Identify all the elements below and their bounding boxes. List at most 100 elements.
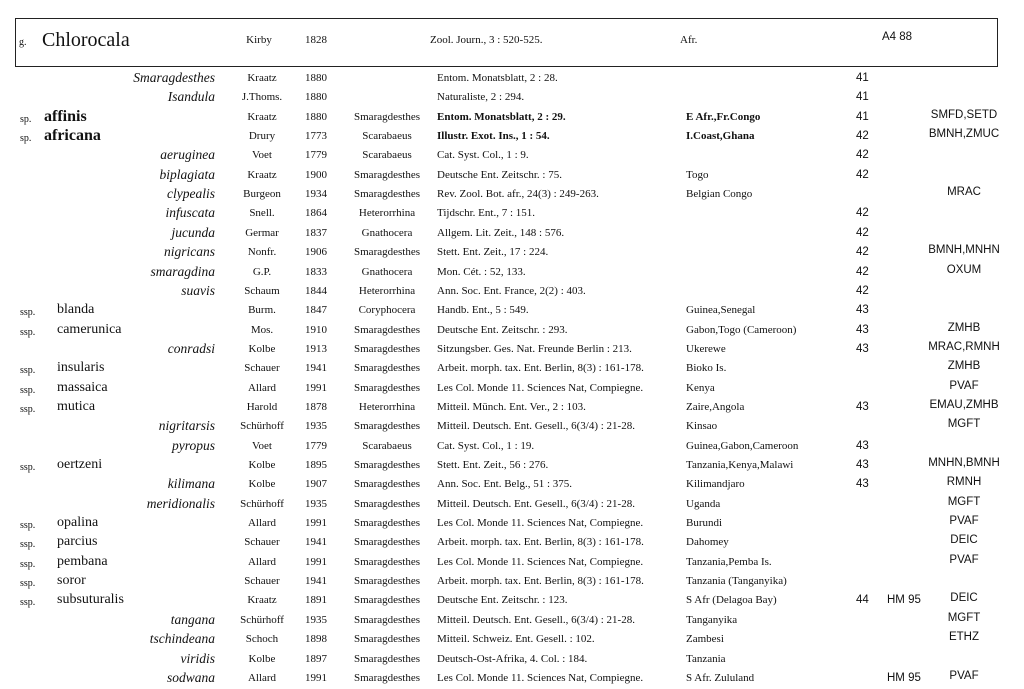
distribution: Belgian Congo: [686, 188, 753, 201]
distribution: Zaire,Angola: [686, 400, 745, 413]
rank: ssp.: [20, 365, 36, 377]
collections: MRAC,RMNH: [928, 340, 1000, 353]
year: 1991: [305, 517, 327, 530]
rank: ssp.: [20, 307, 36, 319]
original-genus: Smaragdesthes: [354, 575, 420, 588]
original-genus: Smaragdesthes: [354, 188, 420, 201]
collections: EMAU,ZMHB: [929, 398, 999, 411]
synonym-name: kilimana: [167, 476, 215, 492]
distribution: Tanzania (Tanganyika): [686, 575, 787, 588]
distribution: Kinsao: [686, 420, 718, 433]
distribution: Kilimandjaro: [686, 478, 745, 491]
collections: ETHZ: [948, 631, 980, 644]
subspecies-name: camerunica: [57, 321, 122, 337]
reference: Les Col. Monde 11. Sciences Nat, Compieg…: [437, 517, 644, 530]
reference: Arbeit. morph. tax. Ent. Berlin, 8(3) : …: [437, 575, 644, 588]
distribution: Tanganyika: [686, 613, 738, 626]
author: Kraatz: [247, 594, 277, 607]
original-genus: Smaragdesthes: [354, 362, 420, 375]
year: 1837: [305, 226, 327, 239]
year: 1897: [305, 652, 327, 665]
reference: Deutsche Ent. Zeitschr. : 75.: [437, 168, 562, 181]
reference: Les Col. Monde 11. Sciences Nat, Compieg…: [437, 555, 644, 568]
synonym-name: clypealis: [167, 186, 215, 202]
year: 1878: [305, 400, 327, 413]
reference: Les Col. Monde 11. Sciences Nat, Compieg…: [437, 381, 644, 394]
synonym-name: tschindeana: [149, 631, 215, 647]
original-genus: Smaragdesthes: [354, 342, 420, 355]
collections: DEIC: [950, 534, 978, 547]
subspecies-name: parcius: [57, 534, 98, 550]
author: Allard: [247, 555, 277, 568]
author: Kirby: [246, 34, 272, 46]
year: 1935: [305, 613, 327, 626]
reference: Mon. Cét. : 52, 133.: [437, 265, 526, 278]
original-genus: Smaragdesthes: [354, 323, 420, 336]
author: Burgeon: [243, 188, 281, 201]
original-genus: Smaragdesthes: [354, 536, 420, 549]
distribution: S Afr. Zululand: [686, 671, 755, 684]
original-genus: Smaragdesthes: [354, 652, 420, 665]
genus-name: Chlorocala: [42, 29, 130, 51]
collections: RMNH: [946, 476, 982, 489]
original-genus: Smaragdesthes: [354, 420, 420, 433]
distribution: Guinea,Gabon,Cameroon: [686, 439, 799, 452]
synonym-name: aeruginea: [160, 147, 215, 163]
reference: Arbeit. morph. tax. Ent. Berlin, 8(3) : …: [437, 362, 644, 375]
year: 1833: [305, 265, 327, 278]
rank: ssp.: [20, 520, 36, 532]
original-genus: Heterorrhina: [358, 284, 416, 297]
rank: sp.: [20, 133, 32, 145]
synonym-name: sodwana: [166, 669, 215, 685]
reference: Cat. Syst. Col., 1 : 9.: [437, 149, 529, 162]
collections: MGFT: [947, 611, 981, 624]
reference: Deutsche Ent. Zeitschr. : 293.: [437, 323, 568, 336]
author: Allard: [247, 671, 277, 684]
subspecies-name: blanda: [57, 302, 95, 318]
original-genus: Gnathocera: [361, 226, 413, 239]
original-genus: Smaragdesthes: [354, 594, 420, 607]
author: Allard: [247, 381, 277, 394]
page-number: 43: [856, 323, 869, 336]
author: Schaum: [244, 284, 280, 297]
collections: ZMHB: [947, 360, 981, 373]
original-genus: Smaragdesthes: [354, 613, 420, 626]
author: Drury: [248, 130, 276, 143]
collections: ZMHB: [947, 321, 981, 334]
reference: Entom. Monatsblatt, 2 : 29.: [437, 110, 566, 123]
reference: Mitteil. Münch. Ent. Ver., 2 : 103.: [437, 400, 586, 413]
year: 1913: [305, 342, 327, 355]
synonym-name: nigricans: [163, 244, 215, 260]
distribution: Afr.: [680, 34, 698, 46]
year: 1844: [305, 284, 327, 297]
collections: MGFT: [947, 495, 981, 508]
year: 1941: [305, 536, 327, 549]
synonym-name: nigritarsis: [158, 418, 215, 434]
author: Germar: [245, 226, 279, 239]
original-genus: Smaragdesthes: [354, 517, 420, 530]
collections: MGFT: [947, 418, 981, 431]
original-genus: Smaragdesthes: [354, 555, 420, 568]
author: Harold: [246, 400, 278, 413]
subspecies-name: subsuturalis: [57, 592, 124, 608]
subspecies-name: mutica: [57, 398, 96, 414]
page-number: 42: [856, 207, 869, 220]
year: 1941: [305, 362, 327, 375]
page-number: 42: [856, 168, 869, 181]
page-number: 43: [856, 439, 869, 452]
synonym-name: meridionalis: [146, 495, 215, 511]
note: HM 95: [887, 671, 921, 684]
synonym-name: infuscata: [165, 205, 216, 221]
synonym-name: smaragdina: [150, 263, 215, 279]
year: 1991: [305, 671, 327, 684]
subspecies-name: oertzeni: [57, 457, 103, 472]
subspecies-name: pembana: [57, 553, 108, 569]
author: Schauer: [244, 575, 280, 588]
code: A4 88: [882, 31, 913, 43]
subspecies-name: insularis: [57, 360, 105, 376]
distribution: Uganda: [686, 497, 721, 510]
reference: Cat. Syst. Col., 1 : 19.: [437, 439, 535, 452]
page-number: 43: [856, 342, 869, 355]
synonym-name: biplagiata: [159, 166, 215, 182]
collections: BMNH,ZMUC: [928, 128, 1000, 141]
